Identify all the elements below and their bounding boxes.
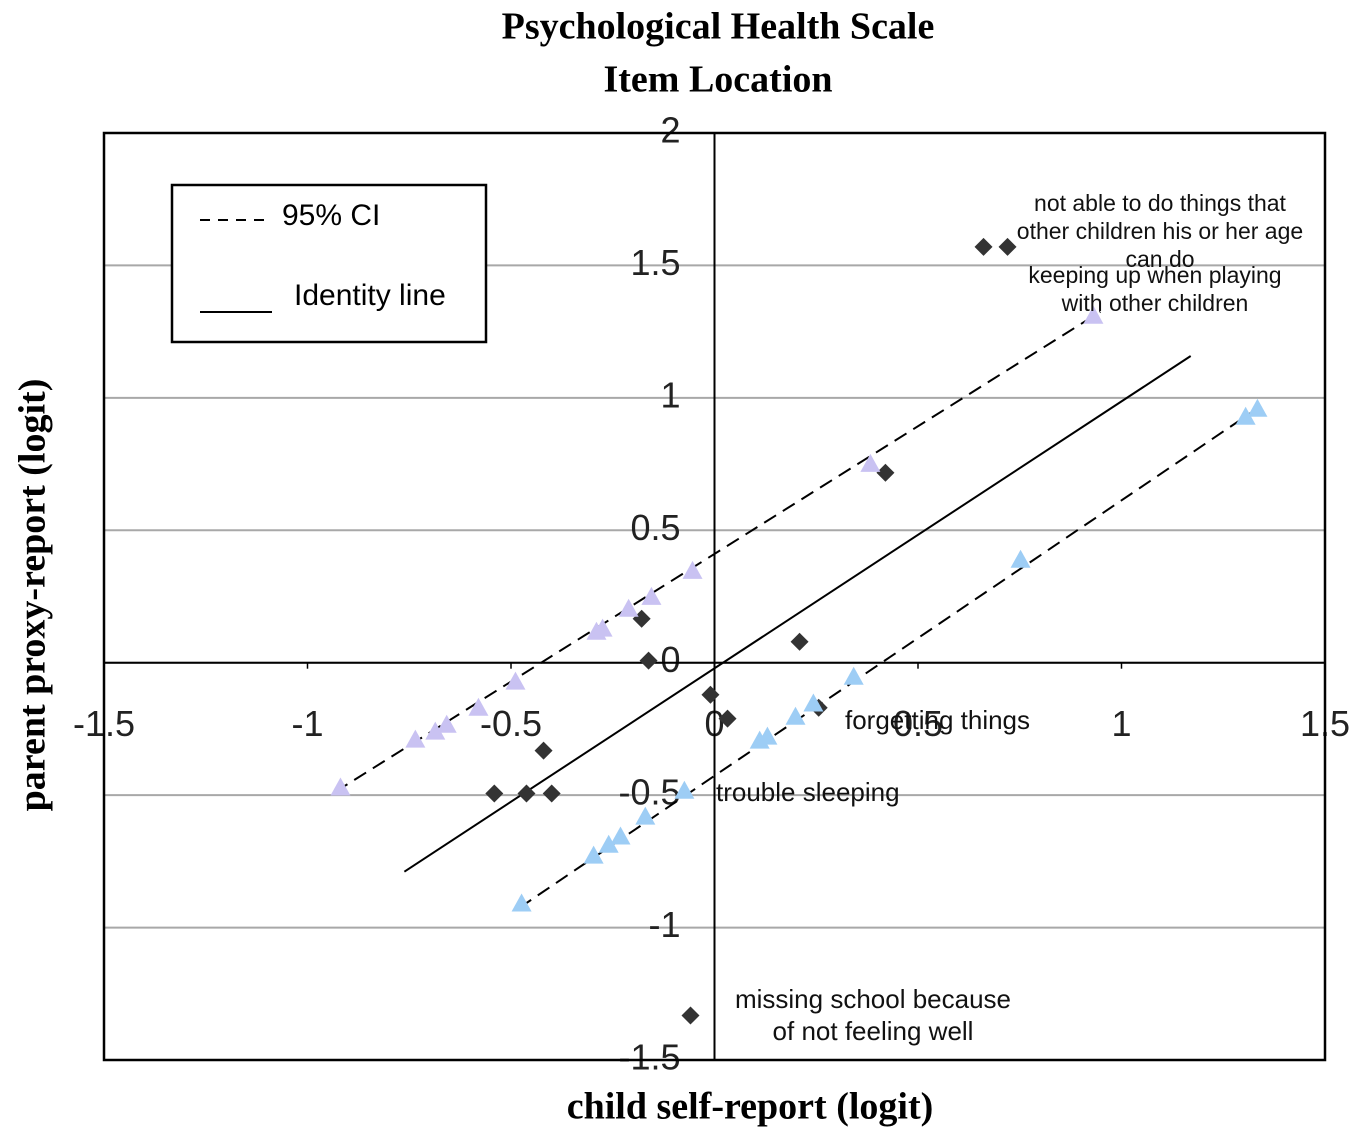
triangle-point — [674, 780, 695, 799]
x-axis-title: child self-report (logit) — [567, 1086, 934, 1128]
y-tick-label: -1 — [648, 904, 680, 945]
triangle-point — [598, 834, 619, 853]
y-tick-label: 1 — [660, 374, 680, 415]
fit-line — [403, 355, 1192, 873]
diamond-point — [790, 632, 809, 651]
annotation: missing school because — [735, 984, 1011, 1014]
triangle-point — [505, 671, 526, 690]
triangle-point — [1247, 398, 1268, 417]
diamond-point — [517, 784, 536, 803]
annotation: keeping up when playing — [1028, 262, 1281, 288]
y-tick-label: -0.5 — [618, 772, 680, 813]
diamond-point — [534, 741, 553, 760]
triangle-point — [749, 730, 770, 749]
legend-label: Identity line — [294, 279, 446, 312]
x-tick-label: -0.5 — [480, 703, 542, 744]
y-tick-label: 0.5 — [630, 507, 680, 548]
diamond-point — [485, 784, 504, 803]
x-tick-label: 0.5 — [893, 703, 943, 744]
triangle-point — [610, 826, 631, 845]
annotation: can do — [1125, 246, 1194, 272]
triangle-point — [586, 621, 607, 640]
triangle-point — [1083, 305, 1104, 324]
triangle-point — [803, 693, 824, 712]
annotation: not able to do things that — [1034, 190, 1287, 216]
triangle-point — [1235, 406, 1256, 425]
annotation: with other children — [1061, 290, 1249, 316]
annotation: other children his or her age — [1017, 218, 1303, 244]
triangle-point — [843, 666, 864, 685]
diamond-point — [998, 237, 1017, 256]
annotation: of not feeling well — [773, 1016, 974, 1046]
triangle-point — [785, 706, 806, 725]
y-tick-label: 0 — [660, 639, 680, 680]
triangle-point — [641, 586, 662, 605]
triangle-point — [468, 697, 489, 716]
annotation: trouble sleeping — [716, 777, 900, 807]
triangle-point — [583, 845, 604, 864]
y-tick-label: -1.5 — [618, 1037, 680, 1078]
triangle-point — [618, 598, 639, 617]
diamond-point — [542, 784, 561, 803]
y-tick-label: 1.5 — [630, 242, 680, 283]
diamond-point — [974, 237, 993, 256]
chart-title: Psychological Health Scale — [502, 6, 935, 48]
annotation: forgetting things — [845, 705, 1030, 735]
chart-title: Item Location — [603, 59, 832, 101]
y-axis-title: parent proxy-report (logit) — [12, 379, 54, 812]
diamond-point — [681, 1006, 700, 1025]
y-tick-label: 2 — [660, 110, 680, 151]
triangle-point — [436, 714, 457, 733]
triangle-point — [860, 453, 881, 472]
diamond-point — [701, 685, 720, 704]
triangle-point — [1010, 549, 1031, 568]
diamond-point — [876, 463, 895, 482]
triangle-point — [511, 893, 532, 912]
triangle-point — [330, 777, 351, 796]
legend-box — [170, 183, 488, 344]
x-tick-label: -1 — [291, 703, 323, 744]
diamond-point — [639, 651, 658, 670]
triangle-point — [682, 560, 703, 579]
diamond-point — [718, 709, 737, 728]
x-tick-label: 1 — [1111, 703, 1131, 744]
triangle-point — [405, 729, 426, 748]
fit-line — [335, 310, 1256, 909]
legend-label: 95% CI — [282, 199, 380, 232]
triangle-point — [635, 806, 656, 825]
triangle-point — [425, 721, 446, 740]
